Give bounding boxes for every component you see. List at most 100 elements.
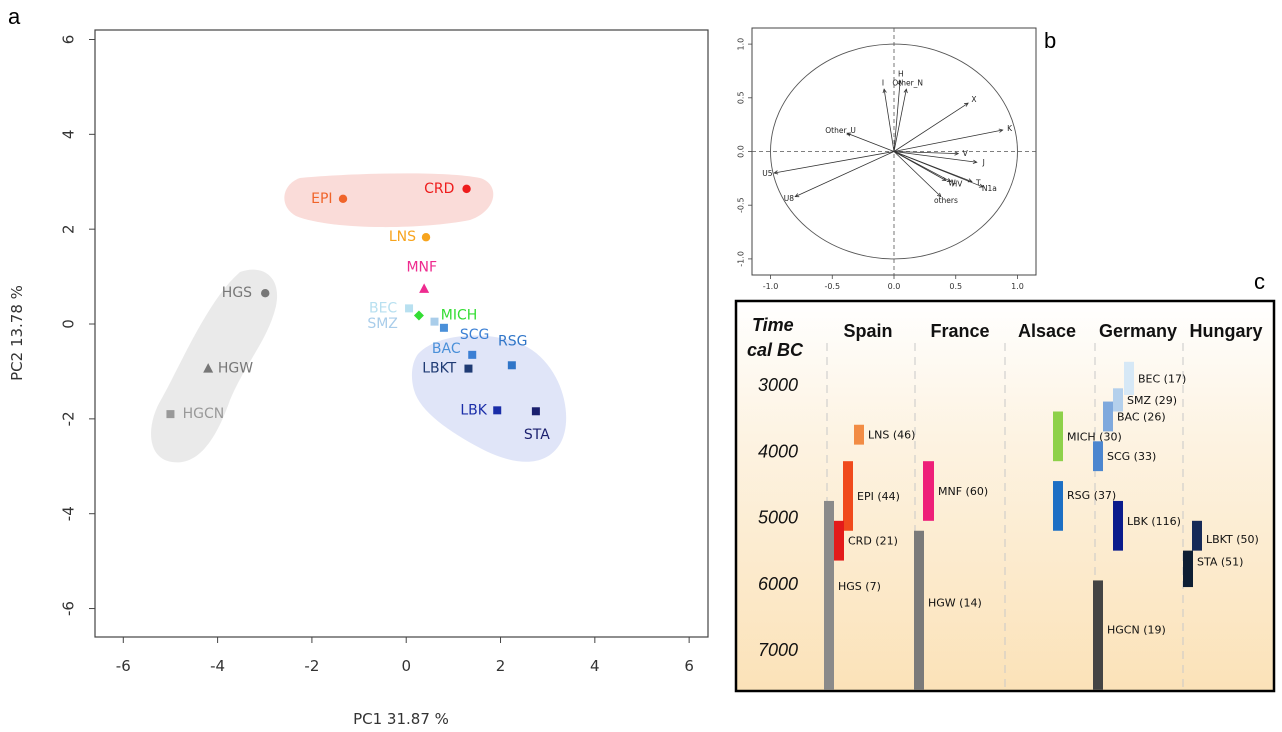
pca-point-hgw	[203, 363, 214, 373]
pca-x-tick-label: 4	[590, 657, 600, 675]
loadings-x-tick-label: 1.0	[1011, 282, 1024, 291]
timeline-bar-label-crd: CRD (21)	[848, 535, 898, 548]
loading-vector-x	[893, 102, 969, 152]
pca-point-label-lbkt: LBKT	[422, 361, 456, 377]
timeline-year-tick: 3000	[758, 375, 798, 395]
pca-scatter-plot: -6 -4 -2 0 2 4 6 -6 -4 -2 0 2 4 6 EPI CRD LNS MNF HGS BEC…	[8, 29, 709, 728]
pca-x-tick-label: 0	[401, 657, 411, 675]
timeline-chart: Time cal BC Spain France Alsace Germany Hung…	[734, 299, 1276, 693]
loading-arrowhead-x	[964, 102, 969, 107]
loading-vector-u5	[774, 151, 895, 174]
pca-y-tick-label: -4	[60, 506, 78, 521]
loading-vector-j	[893, 151, 977, 163]
timeline-bar-label-lns: LNS (46)	[868, 429, 915, 442]
loading-label-others: others	[934, 196, 958, 205]
loadings-x-tick-label: 0.0	[888, 282, 901, 291]
timeline-region-alsace: Alsace	[1018, 321, 1076, 341]
timeline-bar-hgw	[914, 530, 924, 690]
timeline-year-tick: 6000	[758, 574, 798, 594]
loading-vector-hv	[893, 151, 951, 182]
timeline-bar-lns	[854, 424, 864, 445]
timeline-bar-lbkt	[1192, 520, 1202, 551]
loadings-ticks: -1.0 -0.5 0.0 0.5 1.0 -1.0 -0.5 0.0 0.5 1.0	[737, 38, 1024, 291]
pca-y-tick-label: 2	[60, 224, 78, 234]
loading-label-w: W	[948, 178, 956, 187]
timeline-time-title: Time	[752, 315, 794, 335]
timeline-region-hungary: Hungary	[1189, 321, 1262, 341]
timeline-bar-label-hgw: HGW (14)	[928, 596, 982, 609]
pca-point-rsg	[507, 361, 516, 370]
timeline-bar-label-bac: BAC (26)	[1117, 410, 1166, 423]
timeline-region-spain: Spain	[843, 321, 892, 341]
loading-vector-others	[893, 151, 942, 197]
loading-label-x: X	[971, 95, 976, 104]
pca-point-mich	[413, 310, 424, 321]
loadings-y-tick-label: 0.0	[737, 145, 746, 158]
pca-y-axis-label: PC2 13.78 %	[8, 285, 26, 381]
loading-vector-i	[883, 89, 895, 152]
timeline-bar-rsg	[1053, 481, 1063, 531]
timeline-bar-bec	[1124, 361, 1134, 395]
timeline-year-ticks: 3000 4000 5000 6000 7000	[758, 375, 798, 660]
loading-arrowhead-i	[882, 88, 887, 94]
cluster-hulls	[151, 173, 567, 463]
loading-label-other-n: Other_N	[892, 78, 923, 87]
loadings-y-tick-label: 0.5	[737, 91, 746, 104]
loading-arrowhead-others	[936, 192, 942, 198]
pca-point-label-rsg: RSG	[498, 334, 527, 350]
pca-x-ticks: -6 -4 -2 0 2 4 6	[116, 637, 694, 675]
timeline-year-tick: 7000	[758, 640, 798, 660]
loading-vector-k	[893, 129, 1003, 152]
loading-arrowhead-hv	[946, 178, 952, 182]
timeline-bar-epi	[843, 461, 853, 531]
loading-arrowhead-v	[954, 151, 960, 156]
loading-label-h: H	[898, 70, 904, 79]
pca-point-label-lbk: LBK	[460, 402, 487, 418]
timeline-bar-crd	[834, 520, 844, 561]
loadings-x-tick-label: 0.5	[949, 282, 962, 291]
timeline-bar-label-scg: SCG (33)	[1107, 450, 1156, 463]
pca-point-label-sta: STA	[524, 427, 550, 443]
cluster-hull-blue	[411, 335, 567, 462]
pca-x-tick-label: 6	[684, 657, 694, 675]
loading-vector-other-u	[846, 132, 895, 152]
pca-point-smz	[430, 317, 439, 326]
pca-point-sta	[531, 407, 540, 416]
pca-point-label-bec: BEC	[369, 300, 397, 316]
pca-x-tick-label: -2	[304, 657, 319, 675]
pca-point-label-hgcn: HGCN	[183, 406, 225, 422]
pca-point-lbkt	[464, 364, 473, 373]
timeline-bar-scg	[1093, 441, 1103, 472]
pca-x-tick-label: -6	[116, 657, 131, 675]
timeline-bar-smz	[1113, 388, 1123, 412]
pca-y-tick-label: 6	[60, 35, 78, 45]
loading-vector-h	[893, 80, 901, 152]
timeline-bar-label-hgs: HGS (7)	[838, 580, 881, 593]
pca-point-label-lns: LNS	[389, 229, 416, 245]
pca-point-label-scg: SCG	[460, 327, 490, 343]
loading-arrowhead-u8	[794, 193, 800, 198]
pca-point-lns	[421, 233, 431, 242]
loading-label-u5: U5	[762, 169, 772, 178]
loading-vector-v	[893, 151, 959, 155]
pca-point-hgcn	[166, 410, 175, 419]
pca-point-lbk	[493, 406, 502, 415]
loading-label-n1a: N1a	[982, 184, 997, 193]
loadings-y-tick-label: 1.0	[737, 38, 746, 51]
loading-arrowhead-h	[897, 79, 902, 85]
loading-vector-other-n	[893, 89, 907, 152]
timeline-bar-label-smz: SMZ (29)	[1127, 394, 1177, 407]
pca-y-tick-label: 4	[60, 130, 78, 140]
loadings-x-tick-label: -0.5	[824, 282, 840, 291]
timeline-bar-label-lbk: LBK (116)	[1127, 515, 1181, 528]
pca-x-tick-label: -4	[210, 657, 225, 675]
pca-point-label-mnf: MNF	[406, 260, 437, 276]
timeline-bar-label-sta: STA (51)	[1197, 556, 1243, 569]
loading-arrowhead-other-n	[903, 88, 908, 94]
pca-point-epi	[338, 194, 348, 204]
panel-letter-a: a	[8, 4, 21, 29]
loading-arrowhead-j	[972, 159, 978, 164]
timeline-bar-mich	[1053, 411, 1063, 462]
loading-label-t: T	[975, 179, 981, 188]
loading-label-i: I	[882, 78, 884, 87]
